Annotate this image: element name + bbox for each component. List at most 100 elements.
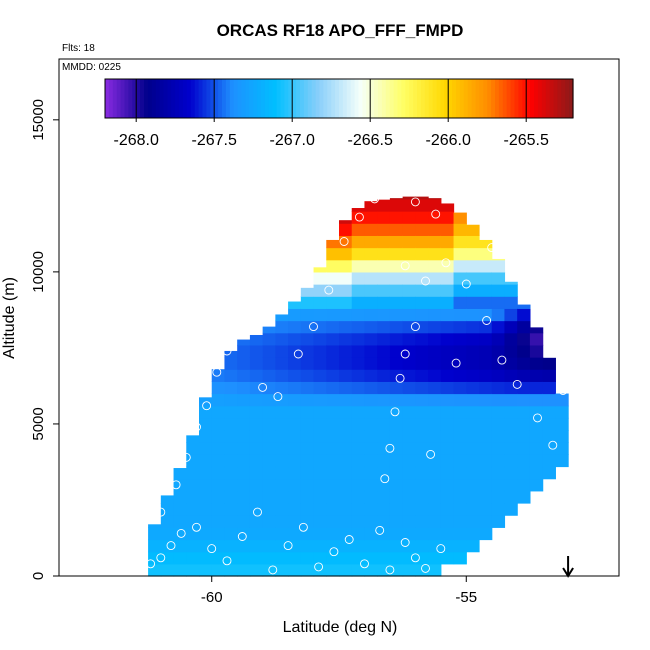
- heatmap-cell: [173, 515, 187, 528]
- y-tick-label: 10000: [30, 251, 47, 293]
- heatmap-cell: [237, 539, 251, 553]
- heatmap-cell: [173, 503, 187, 516]
- heatmap-cell: [237, 490, 251, 504]
- heatmap-cell: [389, 381, 404, 395]
- heatmap-cell: [377, 296, 391, 309]
- heatmap-cell: [300, 344, 315, 358]
- heatmap-cell: [173, 551, 187, 565]
- colorbar-swatch: [245, 79, 250, 118]
- heatmap-cell: [428, 369, 442, 382]
- heatmap-cell: [288, 503, 302, 516]
- heatmap-cell: [364, 247, 378, 261]
- heatmap-cell: [224, 381, 238, 395]
- heatmap-cell: [313, 539, 327, 553]
- heatmap-cell: [249, 417, 264, 431]
- heatmap-cell: [517, 442, 531, 455]
- heatmap-cell: [326, 563, 340, 577]
- heatmap-cell: [288, 478, 302, 492]
- colorbar-swatch: [218, 79, 223, 118]
- heatmap-cell: [313, 296, 327, 309]
- heatmap-cell: [224, 466, 238, 480]
- colorbar-swatch: [467, 79, 473, 118]
- heatmap-cell: [186, 466, 200, 480]
- heatmap-cell: [288, 551, 302, 565]
- heatmap-cell: [555, 454, 569, 468]
- heatmap-cell: [300, 417, 315, 431]
- heatmap-cell: [313, 515, 327, 528]
- colorbar-swatch: [506, 79, 512, 118]
- heatmap-cell: [224, 357, 238, 370]
- heatmap-cell: [364, 320, 378, 334]
- heatmap-cell: [440, 503, 455, 516]
- heatmap-cell: [479, 466, 493, 480]
- sample-point: [283, 541, 293, 551]
- heatmap-cell: [237, 393, 251, 407]
- heatmap-cell: [377, 381, 391, 395]
- heatmap-cell: [186, 478, 200, 492]
- heatmap-cell: [402, 430, 416, 443]
- heatmap-cell: [529, 327, 544, 334]
- heatmap-cell: [313, 271, 327, 285]
- heatmap-cell: [313, 527, 327, 541]
- heatmap-cell: [466, 527, 480, 541]
- heatmap-cell: [262, 527, 276, 541]
- heatmap-cell: [415, 503, 429, 516]
- heatmap-cell: [237, 454, 251, 468]
- heatmap-cell: [440, 211, 455, 224]
- heatmap-cell: [440, 478, 455, 492]
- colorbar-swatch: [413, 79, 418, 118]
- colorbar-tick-label: -267.0: [270, 132, 315, 149]
- heatmap-cell: [529, 357, 544, 370]
- heatmap-cell: [249, 454, 264, 468]
- heatmap-cell: [415, 296, 429, 309]
- heatmap-cell: [415, 381, 429, 395]
- sample-point: [360, 559, 369, 569]
- heatmap-cell: [440, 223, 455, 236]
- heatmap-cell: [377, 369, 391, 382]
- heatmap-cell: [364, 308, 378, 322]
- heatmap-cell: [211, 563, 226, 577]
- colorbar-swatch: [136, 79, 141, 118]
- heatmap-cell: [326, 308, 340, 322]
- heatmap-cell: [428, 405, 442, 419]
- sample-point: [400, 349, 410, 359]
- heatmap-cell: [504, 454, 518, 468]
- heatmap-cell: [377, 430, 391, 443]
- sample-point: [329, 547, 339, 557]
- heatmap-cell: [275, 551, 289, 565]
- heatmap-cell: [224, 442, 238, 455]
- heatmap-cell: [402, 198, 416, 212]
- heatmap-cell: [542, 417, 556, 431]
- down-arrow-icon: [562, 556, 574, 578]
- heatmap-cell: [517, 393, 531, 407]
- heatmap-cell: [479, 247, 493, 261]
- colorbar-swatch: [409, 79, 414, 118]
- colorbar-swatch: [448, 79, 453, 118]
- colorbar-swatch: [241, 79, 246, 118]
- heatmap-cell: [262, 430, 276, 443]
- heatmap-cell: [262, 357, 276, 370]
- heatmap-cell: [224, 551, 238, 565]
- heatmap-cell: [339, 344, 353, 358]
- heatmap-cell: [377, 454, 391, 468]
- colorbar-swatch: [147, 79, 153, 118]
- heatmap-cell: [249, 442, 264, 455]
- colorbar-swatch: [105, 79, 110, 118]
- heatmap-cell: [326, 259, 340, 273]
- colorbar-swatch: [444, 79, 449, 118]
- heatmap-cell: [300, 296, 315, 309]
- heatmap-cell: [377, 417, 391, 431]
- heatmap-cell: [453, 466, 467, 480]
- y-tick-label: 15000: [30, 99, 47, 141]
- heatmap-cell: [453, 271, 467, 285]
- sample-point: [344, 535, 354, 544]
- heatmap-cell: [491, 430, 506, 443]
- colorbar-swatch: [342, 79, 348, 118]
- colorbar-swatch: [346, 79, 352, 118]
- colorbar-swatch: [284, 79, 289, 118]
- heatmap-cell: [402, 223, 416, 236]
- heatmap-cell: [288, 344, 302, 358]
- heatmap-cell: [326, 357, 340, 370]
- sample-point: [222, 346, 232, 356]
- heatmap-cell: [364, 539, 378, 553]
